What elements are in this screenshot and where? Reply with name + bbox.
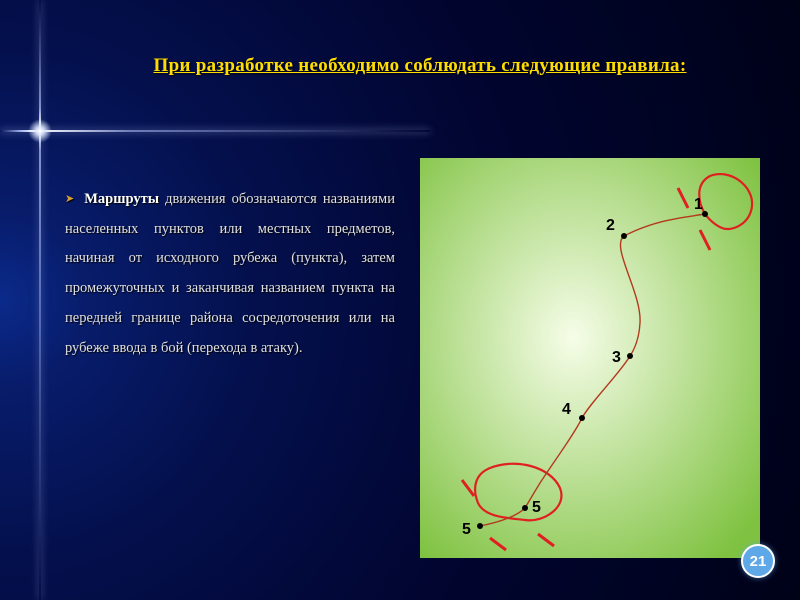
route-point-label: 5 <box>462 521 471 538</box>
route-point <box>579 415 585 421</box>
lens-flare-vertical <box>39 0 41 600</box>
route-diagram: 1 2 3 4 5 5 <box>420 158 760 558</box>
route-point-label: 2 <box>606 217 615 234</box>
body-paragraph: ➤ Маршруты движения обозначаются названия… <box>65 185 395 363</box>
lens-flare-core <box>28 119 52 143</box>
route-point <box>621 233 627 239</box>
route-point <box>627 353 633 359</box>
route-point-label: 5 <box>532 499 541 516</box>
route-point <box>477 523 483 529</box>
route-point-label: 4 <box>562 401 571 418</box>
body-rest: движения обозначаются названиями населен… <box>65 191 395 356</box>
slide: При разработке необходимо соблюдать след… <box>0 0 800 600</box>
route-point <box>522 505 528 511</box>
route-point-label: 3 <box>612 349 621 366</box>
page-number-badge: 21 <box>741 544 775 578</box>
body-lead: Маршруты <box>84 191 159 207</box>
slide-title: При разработке необходимо соблюдать след… <box>90 55 750 77</box>
lens-flare-horizontal <box>0 130 430 132</box>
bullet-icon: ➤ <box>65 193 74 205</box>
route-point-label: 1 <box>694 196 703 213</box>
